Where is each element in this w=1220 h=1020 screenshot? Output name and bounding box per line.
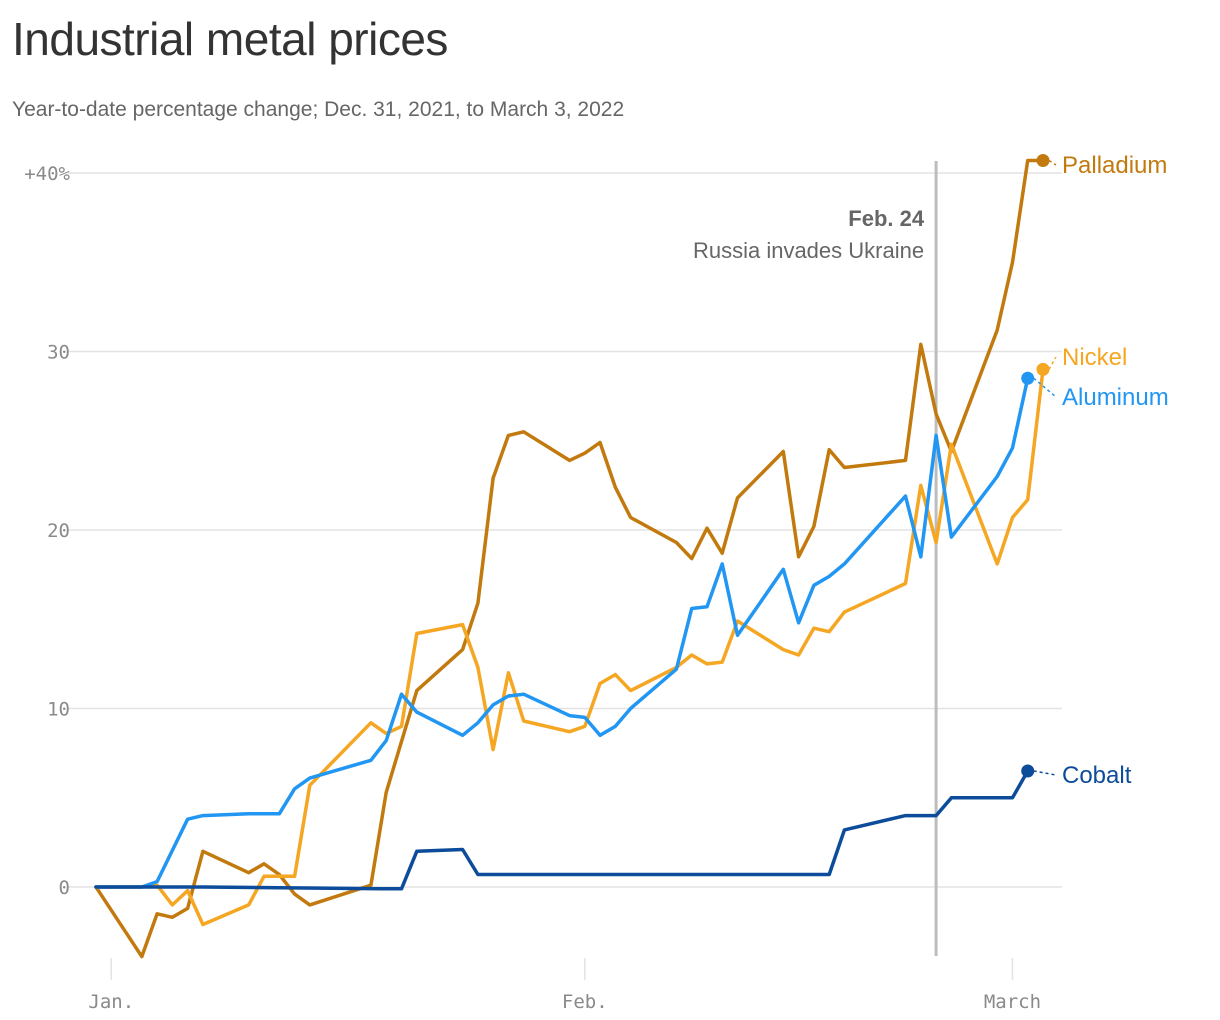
- series-line-cobalt: [94, 769, 1030, 891]
- endpoint-aluminum: [1021, 371, 1035, 385]
- y-tick-label: 10: [47, 699, 70, 721]
- series-line-palladium: [94, 158, 1045, 959]
- x-tick-label: Feb.: [562, 991, 608, 1013]
- annotation-text: Russia invades Ukraine: [693, 238, 924, 263]
- x-tick-label: March: [984, 991, 1041, 1013]
- x-tick-label: Jan.: [88, 991, 134, 1013]
- chart-title: Industrial metal prices: [12, 13, 448, 65]
- gridlines: [68, 172, 1062, 888]
- y-tick-label: 0: [59, 877, 70, 899]
- axis-ticks: 0 10 20 30 +40% Jan. Feb. March: [24, 163, 1041, 1013]
- series-label-aluminum: Aluminum: [1062, 384, 1169, 411]
- series-label-nickel: Nickel: [1062, 344, 1127, 371]
- y-tick-label: 20: [47, 520, 70, 542]
- y-tick-label: +40%: [24, 163, 70, 185]
- endpoint-nickel: [1036, 362, 1050, 376]
- endpoint-palladium: [1036, 154, 1050, 168]
- annotation-date: Feb. 24: [848, 206, 925, 231]
- label-leader-cobalt: [1033, 770, 1057, 776]
- endpoint-cobalt: [1021, 764, 1035, 778]
- y-tick-label: 30: [47, 342, 70, 364]
- series-labels: Palladium Nickel Aluminum Cobalt: [1021, 152, 1169, 789]
- label-leader-nickel: [1048, 356, 1057, 370]
- series-label-cobalt: Cobalt: [1062, 762, 1132, 789]
- series-lines: [94, 158, 1045, 959]
- chart-subtitle: Year-to-date percentage change; Dec. 31,…: [12, 98, 625, 121]
- label-leader-aluminum: [1033, 377, 1057, 398]
- event-marker: Feb. 24 Russia invades Ukraine: [693, 161, 938, 956]
- series-label-palladium: Palladium: [1062, 152, 1167, 179]
- series-line-nickel: [94, 367, 1045, 927]
- series-line-aluminum: [94, 376, 1030, 889]
- label-leader-palladium: [1048, 159, 1057, 166]
